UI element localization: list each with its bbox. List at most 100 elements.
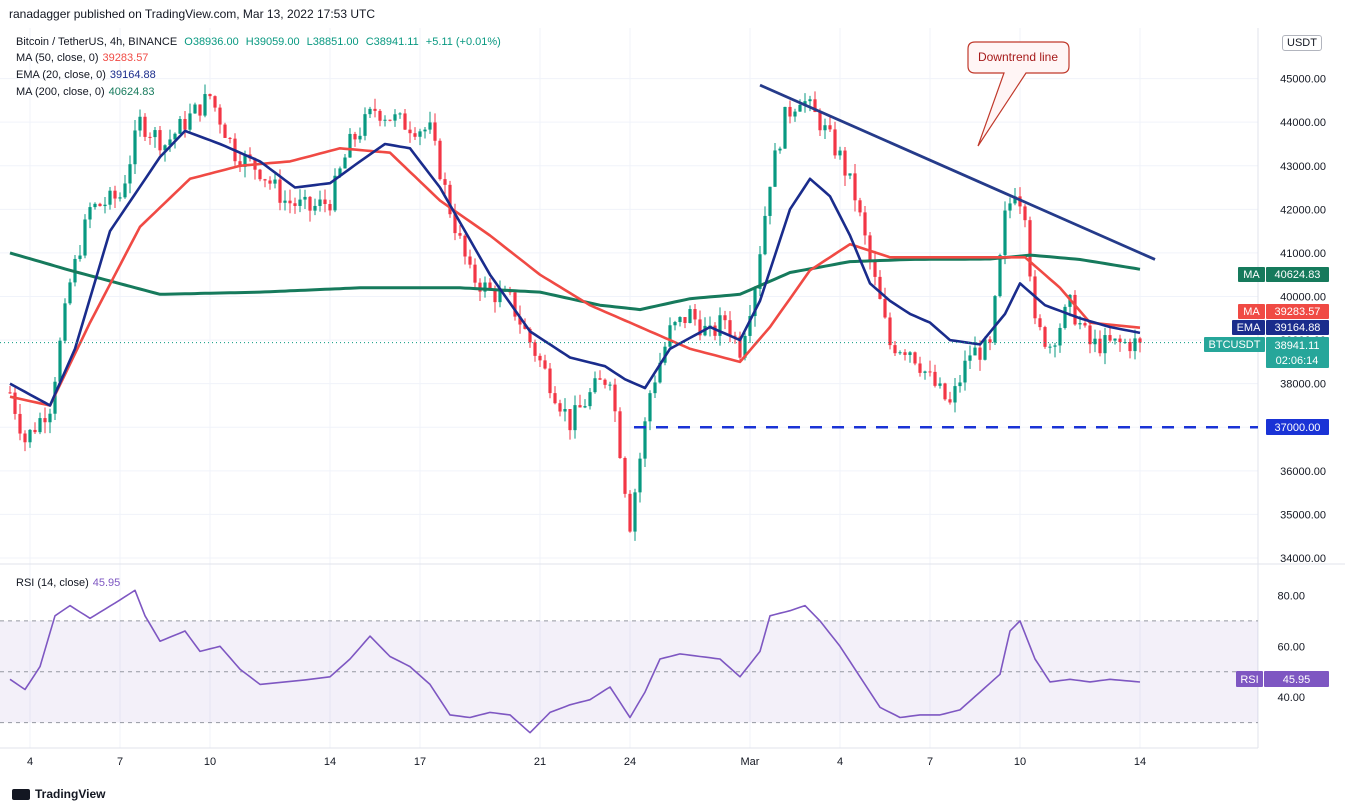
symbol-tag: BTCUSDT: [1209, 339, 1261, 351]
candle-body: [453, 214, 457, 234]
candle-body: [523, 324, 527, 329]
ma50-legend-value: 39283.57: [102, 52, 149, 64]
candle-body: [203, 94, 207, 116]
candle-body: [673, 322, 677, 326]
candle-body: [828, 125, 832, 130]
candle-body: [668, 325, 672, 347]
candle-body: [163, 145, 167, 151]
candle-body: [378, 110, 382, 121]
candle-body: [1103, 335, 1107, 354]
time-tick-label: 21: [534, 756, 546, 768]
ma50-legend[interactable]: MA (50, close, 0) 39283.57: [16, 52, 148, 64]
price-tick-label: 40000.00: [1280, 292, 1326, 304]
candle-body: [803, 101, 807, 105]
candle-body: [153, 130, 157, 138]
ma200-tag-bg: [1238, 267, 1265, 282]
candle-body: [813, 99, 817, 113]
price-tick-label: 35000.00: [1280, 509, 1326, 521]
candle-body: [98, 203, 102, 207]
low-value: L38851.00: [306, 36, 359, 48]
candle-body: [583, 406, 587, 408]
rsi-tick-label: 60.00: [1277, 641, 1305, 653]
candle-body: [298, 199, 302, 206]
candle-body: [543, 360, 547, 369]
candle-body: [148, 136, 152, 138]
candle-body: [1113, 338, 1117, 341]
brand-name: TradingView: [35, 787, 106, 801]
candle-body: [243, 154, 247, 167]
candle-body: [228, 137, 232, 139]
candle-body: [168, 139, 172, 146]
candle-body: [1133, 338, 1137, 352]
candle-body: [403, 113, 407, 130]
ma200-line: [9, 251, 1141, 312]
candle-body: [138, 116, 142, 131]
candle-body: [798, 104, 802, 112]
rsi-legend-value: 45.95: [92, 577, 121, 589]
candle-body: [678, 317, 682, 323]
candle-body: [38, 418, 42, 433]
candle-body: [1048, 346, 1052, 348]
candle-body: [1078, 323, 1082, 325]
candle-body: [593, 378, 597, 393]
candle-body: [128, 164, 132, 184]
candle-body: [223, 124, 227, 138]
candle-body: [973, 347, 977, 356]
candle-body: [1093, 338, 1097, 345]
candle-body: [1073, 294, 1077, 325]
candle-body: [883, 298, 887, 318]
candle-body: [33, 429, 37, 433]
candle-body: [363, 114, 367, 136]
candle-body: [1043, 327, 1047, 347]
candle-body: [648, 393, 652, 422]
candle-body: [1003, 210, 1007, 256]
candle-body: [433, 122, 437, 141]
ma200-legend[interactable]: MA (200, close, 0) 40624.83: [16, 86, 155, 98]
high-value: H39059.00: [245, 36, 300, 48]
candle-body: [983, 339, 987, 360]
tradingview-brand[interactable]: TradingView: [12, 787, 105, 801]
candle-body: [1063, 306, 1067, 328]
candle-body: [398, 113, 402, 115]
candle-body: [1088, 325, 1092, 345]
candle-body: [478, 282, 482, 292]
candle-body: [863, 212, 867, 236]
price-tick-label: 42000.00: [1280, 204, 1326, 216]
price-tick-label: 38000.00: [1280, 379, 1326, 391]
candle-body: [273, 179, 277, 184]
candle-body: [358, 135, 362, 140]
rsi-legend[interactable]: RSI (14, close) 45.95: [16, 577, 120, 589]
candle-body: [1118, 338, 1122, 343]
ema20-legend[interactable]: EMA (20, close, 0) 39164.88: [16, 69, 156, 81]
candle-body: [698, 319, 702, 336]
countdown-label: 02:06:14: [1276, 355, 1319, 367]
candle-body: [238, 161, 242, 167]
candle-body: [103, 204, 107, 207]
time-tick-label: 7: [117, 756, 123, 768]
candle-body: [268, 180, 272, 184]
candle-body: [563, 409, 567, 412]
candle-body: [638, 458, 642, 493]
candle-body: [413, 133, 417, 137]
candle-body: [988, 339, 992, 343]
candle-body: [283, 200, 287, 203]
ma50-value-label-bg: [1266, 304, 1329, 319]
candle-body: [68, 282, 72, 304]
candle-body: [933, 371, 937, 386]
currency-button[interactable]: USDT: [1282, 35, 1322, 51]
candle-body: [1038, 318, 1042, 328]
candle-body: [958, 382, 962, 387]
rsi-tag-bg: [1236, 671, 1263, 687]
candle-body: [13, 392, 17, 414]
rsi-value-label-bg: [1264, 671, 1329, 687]
candle-body: [1028, 220, 1032, 277]
candle-body: [653, 382, 657, 394]
ma50-value-label: 39283.57: [1275, 306, 1321, 318]
candle-body: [893, 345, 897, 354]
rsi-tag: RSI: [1240, 674, 1258, 686]
candle-body: [918, 363, 922, 373]
candle-body: [1083, 323, 1087, 326]
candle-body: [183, 118, 187, 130]
candle-body: [868, 235, 872, 261]
